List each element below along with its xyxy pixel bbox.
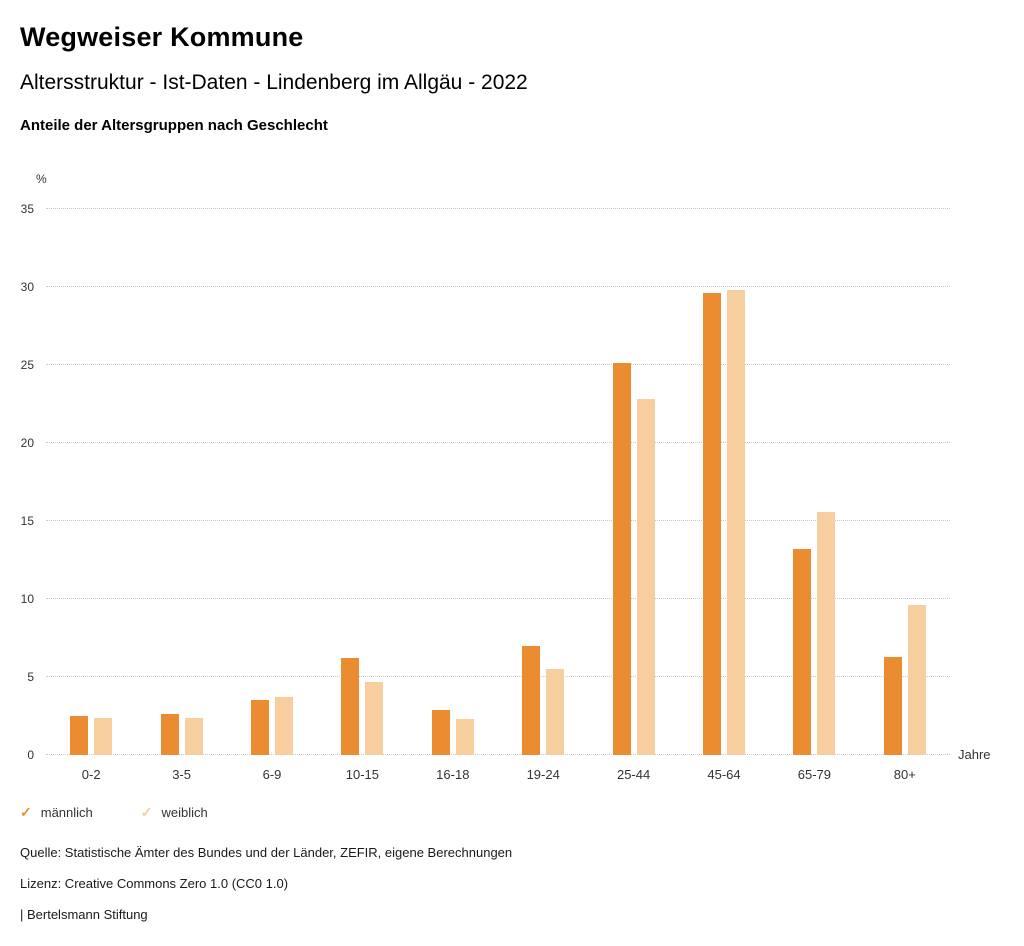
bar-männlich-19-24 [522,645,541,755]
check-icon: ✓ [140,804,153,820]
bar-männlich-3-5 [160,714,179,755]
gridline [46,520,950,521]
legend-label: weiblich [161,805,208,820]
check-icon: ✓ [20,804,32,820]
bar-group-80+ [883,209,926,755]
gridline [46,754,950,755]
bar-group-45-64 [703,209,745,755]
y-tick-label: 5 [27,670,34,684]
bar-group-0-2 [70,209,113,755]
gridline [46,676,950,677]
y-tick-label: 25 [20,358,34,372]
y-tick-label: 20 [20,436,34,450]
bar-männlich-16-18 [431,709,450,755]
bar-männlich-65-79 [793,549,812,755]
legend-item-männlich[interactable]: ✓ männlich [20,804,93,821]
bar-weiblich-10-15 [365,681,384,755]
bar-weiblich-0-2 [94,717,113,755]
page-subtitle: Altersstruktur - Ist-Daten - Lindenberg … [20,71,528,94]
footer: Quelle: Statistische Ämter des Bundes un… [20,844,512,937]
y-tick-label: 30 [20,280,34,294]
x-tick-label: 80+ [893,767,916,782]
bar-männlich-80+ [883,656,902,755]
bar-weiblich-25-44 [636,399,655,755]
x-tick-label: 3-5 [172,767,191,782]
x-tick-label: 25-44 [616,767,651,782]
bar-weiblich-45-64 [727,290,745,755]
gridline [46,286,950,287]
bar-group-65-79 [793,209,836,755]
y-tick-label: 0 [27,748,34,762]
x-tick-label: 6-9 [262,767,282,782]
y-tick-label: 15 [20,514,34,528]
page-title: Wegweiser Kommune [20,22,304,52]
gridline [46,442,950,443]
bar-weiblich-19-24 [546,669,565,755]
bar-group-3-5 [160,209,203,755]
bar-männlich-45-64 [703,293,721,755]
x-tick-label: 19-24 [526,767,560,782]
header: Wegweiser Kommune Altersstruktur - Ist-D… [0,0,1024,134]
y-axis-labels: 0 5 10 15 20 25 30 35 [0,202,36,762]
gridline [46,364,950,365]
bar-männlich-25-44 [612,363,631,755]
y-tick-label: 10 [20,592,34,606]
bar-group-10-15 [341,209,384,755]
x-tick-label: 16-18 [436,767,470,782]
gridline [46,208,950,209]
x-tick-label: 65-79 [797,767,832,782]
bar-weiblich-16-18 [455,719,474,755]
bar-weiblich-6-9 [275,697,293,755]
bar-männlich-10-15 [341,658,360,755]
x-tick-label: 0-2 [81,767,101,782]
y-tick-label: 35 [20,202,34,216]
source-text: Quelle: Statistische Ämter des Bundes un… [20,845,513,860]
gridline [46,598,950,599]
bar-group-25-44 [612,209,655,755]
bar-männlich-0-2 [70,716,89,755]
y-axis-unit-label: % [36,172,47,186]
legend-item-weiblich[interactable]: ✓ weiblich [141,804,208,821]
bar-weiblich-80+ [907,605,926,755]
legend-label: männlich [40,805,93,820]
legend: ✓ männlich ✓ weiblich [20,804,208,821]
x-axis-unit-label: Jahre [958,747,991,762]
attribution-text: | Bertelsmann Stiftung [20,907,148,922]
x-tick-label: 45-64 [707,767,741,782]
license-text: Lizenz: Creative Commons Zero 1.0 (CC0 1… [20,876,289,891]
bar-weiblich-65-79 [817,511,836,755]
plot-area: Jahre 0-2 3-5 6-9 10-15 16-18 19-24 25-44 45-64… [46,208,991,782]
bar-männlich-6-9 [251,700,269,755]
bar-group-19-24 [522,209,565,755]
chart-title: Anteile der Altersgruppen nach Geschlech… [20,117,328,134]
bar-group-6-9 [251,209,293,755]
x-tick-label: 10-15 [345,767,380,782]
bar-group-16-18 [431,209,474,755]
bar-weiblich-3-5 [184,717,203,755]
